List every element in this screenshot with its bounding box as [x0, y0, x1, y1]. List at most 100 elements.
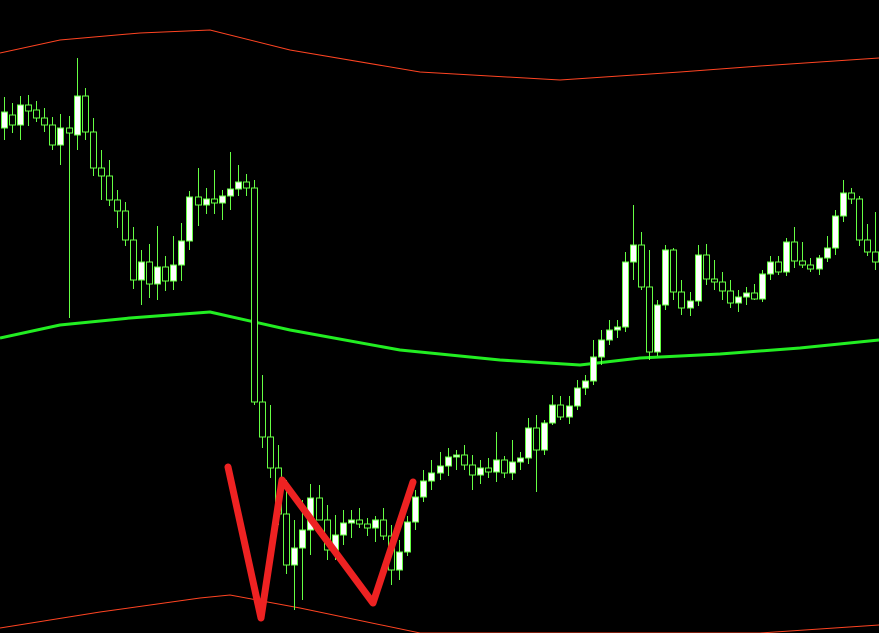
candle-body [711, 278, 718, 283]
candle-body [590, 356, 597, 382]
candle [727, 280, 734, 308]
candle-body [775, 261, 782, 273]
candle [420, 470, 427, 502]
candle-body [178, 240, 185, 266]
candle [848, 188, 855, 204]
candle [445, 448, 452, 476]
candle [122, 202, 129, 246]
candle-body [848, 192, 855, 200]
annotation-layer [224, 463, 417, 622]
candle-body [396, 551, 403, 571]
candle-body [420, 480, 427, 498]
candle [90, 118, 97, 176]
candle-body [614, 326, 621, 331]
candle [380, 508, 387, 540]
candle-body [106, 175, 113, 201]
candle-body [735, 296, 742, 304]
candle-body [461, 454, 468, 466]
candle-body [622, 261, 629, 328]
candle [25, 95, 32, 126]
candle [509, 440, 516, 480]
candle-body [316, 497, 323, 521]
candle-body [791, 241, 798, 262]
candle [638, 232, 645, 290]
candle [525, 418, 532, 464]
candle [178, 223, 185, 281]
candle [654, 300, 661, 356]
candle [259, 375, 266, 448]
candle-body [267, 436, 274, 469]
candle [767, 256, 774, 280]
candle-body [186, 196, 193, 242]
candle-body [154, 266, 161, 285]
candle-body [606, 329, 613, 341]
candle-body [525, 427, 532, 459]
candle-body [146, 261, 153, 285]
candle [98, 150, 105, 200]
candle-body [799, 260, 806, 266]
candle-body [719, 281, 726, 292]
candle-body [195, 196, 202, 206]
candle [203, 188, 210, 214]
candle-body [348, 519, 355, 524]
candle [49, 117, 56, 150]
candle-body [670, 249, 677, 293]
candle [356, 508, 363, 528]
candle-body [428, 472, 435, 482]
candle [412, 490, 419, 530]
candle [396, 540, 403, 580]
candle [195, 168, 202, 226]
candle [74, 58, 81, 150]
candle [695, 245, 702, 306]
candle [582, 375, 589, 395]
candle-body [582, 380, 589, 389]
candle [348, 510, 355, 538]
candle-body [574, 387, 581, 407]
candle [364, 518, 371, 536]
candle [404, 516, 411, 556]
candle-body [227, 188, 234, 197]
moving-average-layer [0, 310, 879, 367]
candle [138, 250, 145, 305]
candle-body [509, 461, 516, 474]
candle-body [235, 181, 242, 190]
candle-body [703, 254, 710, 280]
candle-body [549, 404, 556, 424]
candle-body [259, 401, 266, 438]
candle-body [727, 290, 734, 304]
candle [574, 380, 581, 410]
candle-body [251, 187, 258, 403]
candle-body [98, 167, 105, 177]
candle [670, 248, 677, 300]
candle [340, 510, 347, 545]
candle [549, 395, 556, 425]
candle-body [130, 239, 137, 281]
candle [493, 432, 500, 482]
candle-body [832, 215, 839, 249]
candle-body [654, 304, 661, 353]
candle [751, 284, 758, 300]
candle-body [864, 239, 871, 253]
candle-body [856, 198, 863, 241]
candle [146, 244, 153, 298]
candle-body [662, 249, 669, 306]
candle [759, 270, 766, 302]
candle-body [469, 464, 476, 476]
candle [291, 520, 298, 610]
candle [170, 236, 177, 290]
candle [541, 420, 548, 455]
candle-body [557, 404, 564, 418]
candle-body [283, 513, 290, 566]
candle [9, 103, 16, 133]
candle-body [759, 273, 766, 300]
candle-body [485, 467, 492, 473]
candle-body [211, 198, 218, 204]
candle-body [372, 519, 379, 529]
candle [678, 280, 685, 315]
candle [630, 205, 637, 280]
candle [114, 190, 121, 228]
candle-body [299, 529, 306, 549]
candle [775, 256, 782, 275]
candle [791, 227, 798, 268]
